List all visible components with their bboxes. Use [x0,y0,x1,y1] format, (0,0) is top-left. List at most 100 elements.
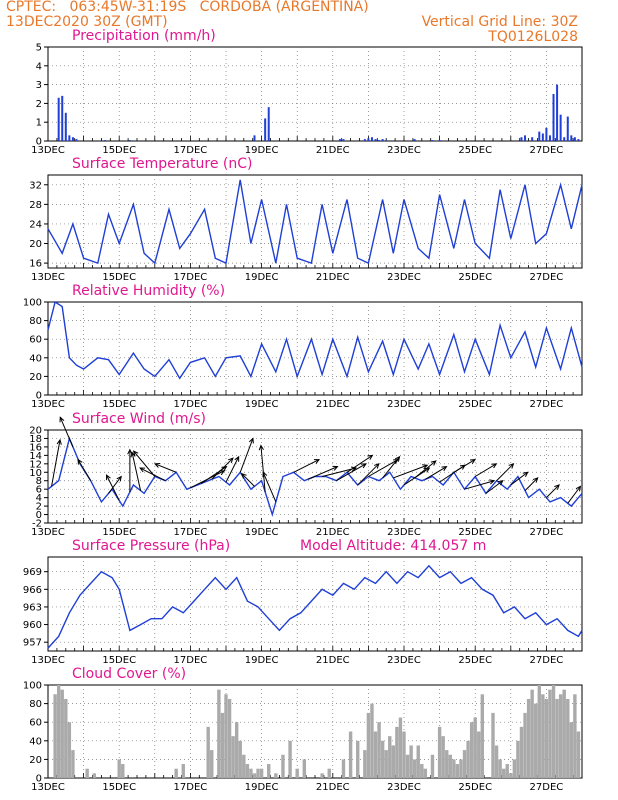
x-tick-label: 17DEC [174,527,208,538]
bar [370,703,374,778]
x-tick-label: 21DEC [316,655,350,666]
bar [501,768,506,778]
bar [577,139,580,141]
bar [385,140,388,141]
x-tick-label: 13DEC [31,527,65,538]
bar [505,764,509,778]
x-tick-label: 17DEC [174,399,208,410]
bar [541,133,544,141]
bar [252,773,257,778]
wind-arrow [200,466,227,484]
wind-arrow-head [441,466,448,472]
x-tick-label: 15DEC [102,272,136,283]
header-grid-info: Vertical Grid Line: 30Z [421,14,578,30]
bar [531,137,534,141]
bar [238,740,242,778]
x-tick-label: 21DEC [316,399,350,410]
y-tick-label: 60 [29,718,42,729]
wind-arrow [414,460,437,479]
bar [509,773,513,778]
x-tick-label: 13DEC [31,782,65,793]
bar [274,773,278,778]
bar [220,712,225,778]
x-tick-label: 17DEC [174,782,208,793]
series-line [47,300,583,380]
bar [545,127,548,141]
wind-arrow [464,480,495,490]
bar [448,754,452,778]
panel-title: Surface Pressure (hPa) [72,538,230,554]
wind-arrow-head [132,450,139,457]
wind-arrow [382,456,400,479]
y-tick-label: 20 [29,239,42,250]
bar [384,750,388,778]
y-tick-label: 100 [23,298,42,309]
y-tick-label: 32 [29,180,42,191]
y-tick-label: 960 [23,620,42,631]
x-tick-label: 13DEC [31,272,65,283]
bar [380,740,385,778]
wind-arrow [496,463,514,482]
bar [367,138,370,141]
wind-arrow-head [497,480,504,486]
bar [544,698,549,778]
bar [174,768,178,778]
bar [462,750,467,778]
bar [494,745,499,778]
bar [548,689,552,778]
wind-arrow-head [56,438,62,445]
bar [566,116,569,141]
bar [520,137,523,141]
wind-arrow [346,454,373,473]
wind-arrow [225,456,240,483]
y-tick-label: 10 [29,468,42,479]
bar [377,722,381,778]
wind-arrow [239,438,254,473]
bar [409,745,413,778]
bar [416,745,420,778]
y-tick-label: 12 [29,459,42,470]
wind-arrow-head [234,455,240,462]
bar [71,137,74,141]
y-tick-label: 963 [23,602,42,613]
bar [231,736,235,778]
wind-arrow-head [153,462,161,468]
bar [60,689,64,778]
wind-arrow-head [59,416,65,423]
wind-arrow [51,439,61,487]
bar [498,759,502,778]
bar [569,722,574,778]
bar [558,694,563,778]
x-tick-label: 15DEC [102,145,136,156]
y-tick-label: 957 [23,638,42,649]
wind-arrow-head [522,471,529,477]
x-tick-label: 19DEC [245,399,279,410]
y-tick-label: 16 [29,259,42,270]
wind-arrow-head [350,466,358,472]
wind-arrow-head [469,458,476,465]
wind-arrow [131,452,142,491]
bar [68,135,71,141]
wind-arrow [368,459,399,477]
y-tick-label: 3 [36,80,42,91]
wind-arrow [524,477,539,491]
wind-arrow [139,467,166,482]
bar [75,139,78,141]
bar [363,139,366,141]
x-tick-label: 19DEC [245,527,279,538]
panel-title: Cloud Cover (%) [72,666,186,682]
wind-arrow [453,459,476,473]
bar [210,750,214,778]
y-tick-label: 969 [23,567,42,578]
wind-arrow [425,466,447,480]
panel-frame [47,301,583,396]
x-tick-label: 25DEC [458,782,492,793]
wind-arrow-head [248,437,254,444]
wind-arrow [293,459,320,473]
bar [477,731,481,778]
bar [302,759,307,778]
bar [64,698,68,778]
x-tick-label: 23DEC [387,399,421,410]
bar [455,764,460,778]
